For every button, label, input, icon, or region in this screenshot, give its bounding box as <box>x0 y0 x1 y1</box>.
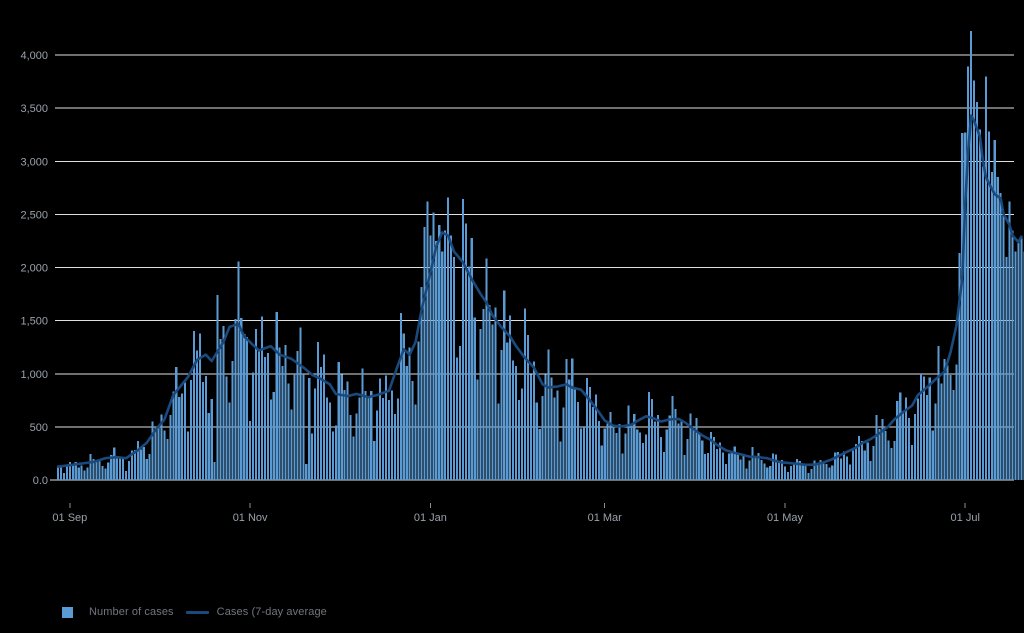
svg-text:4,000: 4,000 <box>20 50 48 62</box>
svg-text:01 Jan: 01 Jan <box>414 512 447 524</box>
svg-text:01 Mar: 01 Mar <box>588 512 623 524</box>
svg-text:2,000: 2,000 <box>20 263 48 275</box>
bar-series-label: Number of cases <box>89 606 174 618</box>
svg-text:500: 500 <box>30 422 48 434</box>
svg-text:01 Nov: 01 Nov <box>233 512 268 524</box>
svg-text:01 Jul: 01 Jul <box>951 512 980 524</box>
chart-legend: Number of cases Cases (7-day average <box>62 604 327 620</box>
svg-text:0.0: 0.0 <box>33 475 48 487</box>
bar-series-swatch-icon <box>62 606 73 618</box>
svg-text:3,000: 3,000 <box>20 156 48 168</box>
svg-text:01 Sep: 01 Sep <box>52 512 87 524</box>
svg-text:1,500: 1,500 <box>20 316 48 328</box>
svg-text:01 May: 01 May <box>767 512 804 524</box>
svg-text:1,000: 1,000 <box>20 369 48 381</box>
svg-text:3,500: 3,500 <box>20 103 48 115</box>
line-series-label: Cases (7-day average <box>216 606 327 618</box>
line-series-swatch-icon <box>185 610 209 614</box>
svg-text:2,500: 2,500 <box>20 209 48 221</box>
